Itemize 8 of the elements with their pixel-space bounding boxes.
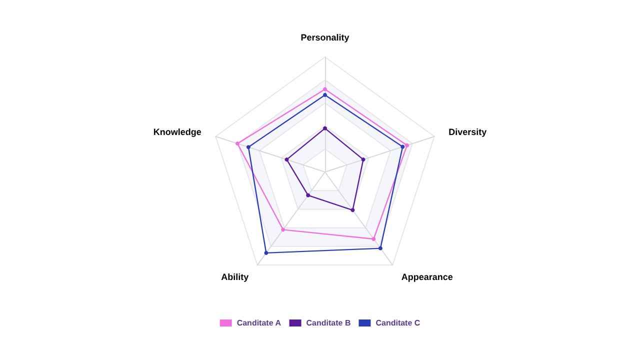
spoke-label: Diversity <box>448 126 487 137</box>
legend-label: Canditate B <box>306 318 351 328</box>
spoke-label: Appearance <box>401 272 453 282</box>
legend-label: Canditate C <box>376 318 420 328</box>
spoke-label: Knowledge <box>153 126 202 137</box>
spoke-label: Personality <box>300 32 350 42</box>
spoke-label: Ability <box>221 272 249 282</box>
legend-label: Canditate A <box>236 318 282 328</box>
